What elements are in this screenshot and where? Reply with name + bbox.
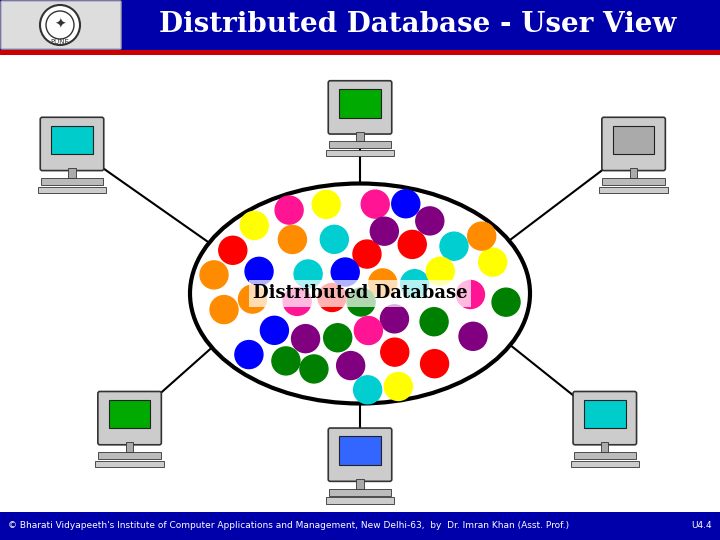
Circle shape (240, 212, 269, 239)
Bar (584, 400, 626, 428)
Circle shape (468, 222, 495, 250)
Circle shape (420, 308, 448, 336)
Bar (325, 497, 395, 504)
Bar (95, 461, 164, 467)
Circle shape (283, 287, 311, 315)
Circle shape (456, 280, 485, 308)
Text: ✦: ✦ (54, 18, 66, 32)
Bar (0, 0, 720, 50)
Circle shape (292, 325, 320, 353)
Circle shape (275, 196, 303, 224)
FancyBboxPatch shape (328, 80, 392, 134)
Bar (630, 168, 637, 178)
Circle shape (384, 373, 413, 401)
Circle shape (324, 324, 351, 352)
Circle shape (331, 258, 359, 286)
Ellipse shape (190, 184, 530, 403)
Bar (339, 89, 381, 118)
Bar (356, 132, 364, 141)
Circle shape (294, 260, 322, 288)
FancyBboxPatch shape (40, 117, 104, 171)
Bar (339, 436, 381, 465)
Circle shape (320, 225, 348, 253)
Text: U4.4: U4.4 (691, 522, 712, 530)
Text: © Bharati Vidyapeeth's Institute of Computer Applications and Management, New De: © Bharati Vidyapeeth's Institute of Comp… (8, 522, 569, 530)
Circle shape (235, 341, 263, 369)
Bar (68, 168, 76, 178)
Circle shape (361, 190, 390, 218)
FancyBboxPatch shape (98, 392, 161, 445)
Circle shape (245, 258, 273, 285)
Text: Distributed Database: Distributed Database (253, 285, 467, 302)
Circle shape (492, 288, 520, 316)
Circle shape (347, 288, 375, 316)
Circle shape (272, 347, 300, 375)
Circle shape (354, 316, 382, 345)
Circle shape (279, 226, 307, 253)
Bar (329, 489, 391, 496)
Circle shape (354, 376, 382, 404)
FancyBboxPatch shape (1, 1, 121, 49)
Circle shape (369, 269, 397, 297)
Circle shape (426, 257, 454, 285)
Circle shape (353, 240, 381, 268)
Circle shape (261, 316, 289, 345)
Circle shape (210, 295, 238, 323)
Circle shape (420, 350, 449, 377)
Circle shape (300, 355, 328, 383)
Bar (570, 461, 639, 467)
Circle shape (219, 237, 247, 264)
Bar (41, 178, 103, 185)
Text: PUNE: PUNE (50, 39, 69, 45)
Circle shape (370, 217, 398, 245)
Bar (126, 442, 133, 452)
Bar (51, 126, 93, 154)
Circle shape (380, 305, 408, 333)
Bar (613, 126, 654, 154)
Circle shape (440, 232, 468, 260)
Bar (109, 400, 150, 428)
Bar (574, 452, 636, 459)
Circle shape (40, 5, 80, 45)
Bar (37, 186, 107, 193)
Bar (601, 442, 608, 452)
Bar (329, 141, 391, 149)
Bar (603, 178, 665, 185)
Bar (0, 50, 720, 55)
Circle shape (312, 191, 341, 218)
Circle shape (459, 322, 487, 350)
Circle shape (381, 338, 409, 366)
Circle shape (479, 248, 507, 276)
Circle shape (318, 284, 346, 312)
FancyBboxPatch shape (573, 392, 636, 445)
Bar (356, 479, 364, 489)
Bar (0, 512, 720, 540)
Circle shape (337, 352, 364, 380)
Circle shape (400, 269, 428, 298)
Circle shape (392, 190, 420, 218)
Bar (599, 186, 668, 193)
Text: Distributed Database - User View: Distributed Database - User View (159, 11, 676, 38)
Circle shape (200, 261, 228, 289)
Bar (325, 150, 395, 157)
Circle shape (415, 207, 444, 235)
FancyBboxPatch shape (602, 117, 665, 171)
Circle shape (238, 285, 266, 313)
Bar (99, 452, 161, 459)
Circle shape (46, 11, 74, 39)
Circle shape (398, 231, 426, 259)
FancyBboxPatch shape (328, 428, 392, 481)
